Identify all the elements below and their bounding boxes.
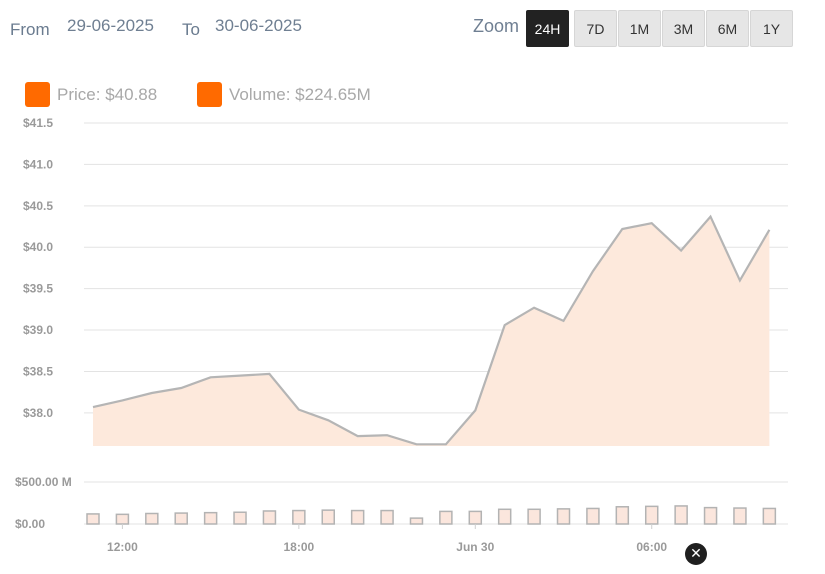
- volume-bar: [262, 510, 277, 525]
- volume-bar: [203, 511, 218, 525]
- volume-legend-value: $224.65M: [295, 84, 371, 104]
- volume-tick-label: $0.00: [15, 517, 45, 531]
- to-label: To: [182, 20, 200, 39]
- price-axis-labels: $38.0 $38.5 $39.0 $39.5 $40.0 $40.5 $41.0 $41.5: [23, 116, 53, 420]
- volume-legend-label: Volume:: [229, 84, 291, 104]
- volume-bar: [556, 508, 571, 525]
- volume-bar: [468, 510, 483, 525]
- price-legend-label: Price:: [57, 84, 101, 104]
- price-tick-label: $39.5: [23, 282, 53, 296]
- zoom-1y-button[interactable]: 1Y: [750, 10, 793, 47]
- legend-item-price[interactable]: Price: $40.88: [25, 82, 157, 107]
- volume-bar: [733, 507, 747, 525]
- volume-bar: [762, 507, 777, 525]
- volume-bar: [292, 509, 306, 525]
- volume-bar: [703, 506, 718, 525]
- price-tick-label: $41.5: [23, 116, 53, 130]
- volume-bar: [350, 509, 365, 525]
- volume-bar: [174, 512, 188, 525]
- x-tick-label: 18:00: [283, 540, 314, 554]
- volume-bar: [497, 508, 512, 525]
- close-circle-icon: ✕: [690, 546, 702, 562]
- volume-bar: [145, 512, 159, 525]
- x-axis-labels: 12:00 18:00 Jun 30 06:00: [107, 524, 667, 554]
- volume-bar: [674, 505, 688, 525]
- zoom-1m-button[interactable]: 1M: [618, 10, 661, 47]
- price-line: [92, 214, 771, 446]
- volume-bar: [644, 505, 659, 525]
- volume-bars: [86, 505, 777, 525]
- volume-gridlines: [84, 481, 788, 525]
- volume-axis-labels: $0.00 $500.00 M: [15, 475, 72, 531]
- price-area-fill: [93, 216, 770, 446]
- zoom-6m-button[interactable]: 6M: [706, 10, 749, 47]
- x-tick-label: Jun 30: [456, 540, 494, 554]
- zoom-7d-button[interactable]: 7D: [574, 10, 617, 47]
- volume-bar: [115, 513, 130, 525]
- zoom-24h-button[interactable]: 24H: [526, 10, 569, 47]
- x-tick-label: 12:00: [107, 540, 138, 554]
- price-tick-label: $38.5: [23, 364, 53, 378]
- price-legend-value: $40.88: [105, 84, 158, 104]
- volume-bar: [527, 508, 541, 525]
- volume-bar: [615, 506, 630, 525]
- from-date-input[interactable]: 29-06-2025: [67, 16, 154, 35]
- price-tick-label: $39.0: [23, 323, 53, 337]
- price-tick-label: $38.0: [23, 406, 53, 420]
- price-tick-label: $40.5: [23, 199, 53, 213]
- zoom-3m-button[interactable]: 3M: [662, 10, 705, 47]
- volume-bar: [586, 507, 600, 525]
- volume-swatch: [197, 82, 222, 107]
- reset-zoom-button[interactable]: ✕: [685, 543, 707, 565]
- volume-bar: [233, 511, 247, 525]
- price-swatch: [25, 82, 50, 107]
- volume-bar: [321, 509, 336, 525]
- price-tick-label: $40.0: [23, 240, 53, 254]
- x-tick-label: 06:00: [636, 540, 667, 554]
- volume-bar: [86, 513, 100, 525]
- zoom-label: Zoom: [473, 16, 520, 36]
- volume-bar: [439, 510, 453, 525]
- volume-tick-label: $500.00 M: [15, 475, 72, 489]
- to-date-input[interactable]: 30-06-2025: [215, 16, 302, 35]
- legend-item-volume[interactable]: Volume: $224.65M: [197, 82, 371, 107]
- from-label: From: [10, 20, 50, 39]
- volume-bar: [409, 517, 424, 525]
- volume-bar: [380, 509, 394, 525]
- price-tick-label: $41.0: [23, 157, 53, 171]
